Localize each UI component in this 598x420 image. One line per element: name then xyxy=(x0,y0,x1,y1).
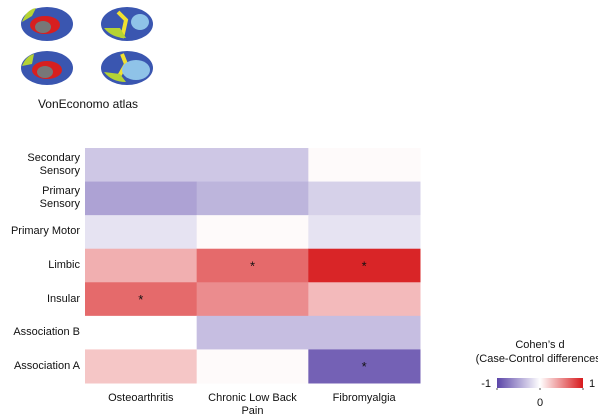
caption: VonEconomo atlas xyxy=(38,97,138,111)
heat-cell xyxy=(85,215,198,250)
heat-cell xyxy=(85,248,198,283)
x-tick-label: Fibromyalgia xyxy=(332,392,396,404)
colorbar-subtitle: (Case-Control differences) xyxy=(476,353,598,365)
colorbar-title: Cohen’s d xyxy=(515,339,564,351)
heat-cell xyxy=(308,248,421,283)
heat-cell xyxy=(196,148,309,183)
x-tick-label: Chronic Low Back Pain xyxy=(208,392,297,417)
row-label: Association A xyxy=(13,359,80,372)
significance-marker: * xyxy=(250,259,255,274)
heat-cell xyxy=(196,181,309,216)
row-label: Primary Sensory xyxy=(39,185,80,211)
colorbar xyxy=(497,378,583,388)
heat-cell xyxy=(196,215,309,250)
heat-cell xyxy=(85,282,198,317)
x-tick-label: Osteoarthritis xyxy=(108,392,174,404)
heat-cell xyxy=(196,315,309,350)
heat-cell xyxy=(196,248,309,283)
colorbar-tick-label: 0 xyxy=(537,397,543,409)
heat-cell xyxy=(196,282,309,317)
significance-marker: * xyxy=(362,259,367,274)
row-label: Association B xyxy=(13,326,80,339)
row-label: Secondary Sensory xyxy=(27,151,80,177)
row-label: Limbic xyxy=(48,259,80,271)
heat-cell xyxy=(196,349,309,384)
row-label: Primary Motor xyxy=(10,225,80,238)
colorbar-tick-label: -1 xyxy=(481,378,491,390)
row-label: Insular xyxy=(46,292,80,305)
heat-cell xyxy=(308,148,421,183)
heat-cell xyxy=(308,181,421,216)
colorbar-tick-label: 1 xyxy=(589,378,595,390)
significance-marker: * xyxy=(362,359,367,374)
heat-cell xyxy=(85,148,198,183)
heat-cell xyxy=(308,349,421,384)
significance-marker: * xyxy=(138,292,143,307)
heat-cell xyxy=(85,315,198,350)
heat-cell xyxy=(308,215,421,250)
heat-cell xyxy=(85,349,198,384)
heat-cell xyxy=(308,282,421,317)
heat-cell xyxy=(308,315,421,350)
heat-cell xyxy=(85,181,198,216)
brain-icons xyxy=(21,7,153,85)
